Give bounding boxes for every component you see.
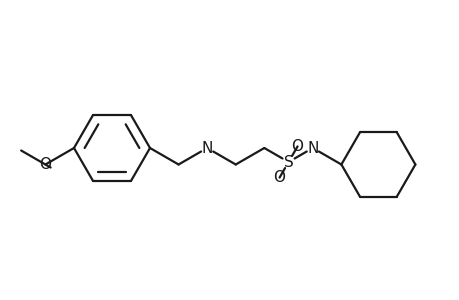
Text: O: O bbox=[291, 139, 303, 154]
Text: S: S bbox=[283, 154, 293, 169]
Text: N: N bbox=[307, 140, 318, 155]
Text: O: O bbox=[39, 157, 51, 172]
Text: O: O bbox=[273, 170, 285, 185]
Text: N: N bbox=[201, 140, 213, 155]
